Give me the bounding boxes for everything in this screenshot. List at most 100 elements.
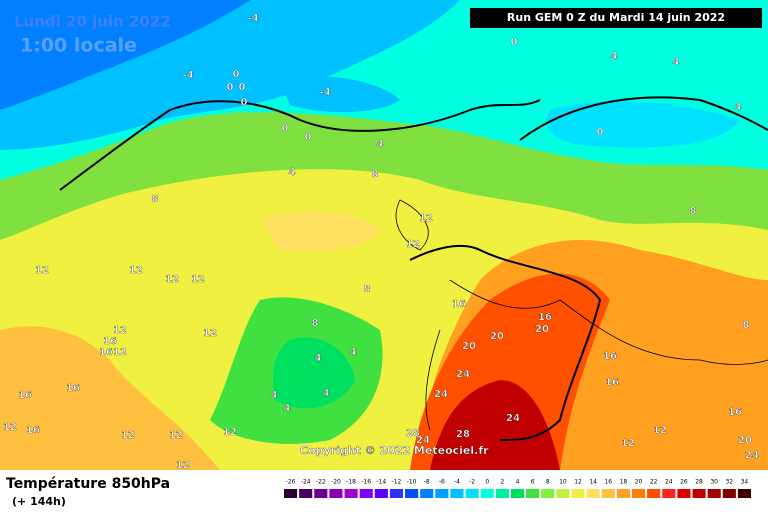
contour-label: -4 <box>247 13 258 24</box>
colorbar-swatch <box>435 489 449 498</box>
contour-label: 4 <box>271 390 278 401</box>
contour-label: 24 <box>506 413 520 424</box>
contour-label: 12 <box>419 213 433 224</box>
colorbar-label: 10 <box>559 479 567 486</box>
colorbar-swatch <box>737 489 751 498</box>
colorbar-swatch <box>692 489 706 498</box>
colorbar-swatch <box>374 489 388 498</box>
colorbar-swatch <box>450 489 464 498</box>
colorbar-swatch <box>329 489 343 498</box>
colorbar-label: -6 <box>439 479 445 486</box>
colorbar-swatch <box>647 489 661 498</box>
colorbar-label: -14 <box>376 479 386 486</box>
colorbar-label: -22 <box>316 479 326 486</box>
colorbar-label: -18 <box>346 479 356 486</box>
contour-label: 12 <box>3 422 17 433</box>
contour-label: 4 <box>284 403 291 414</box>
contour-label: 4 <box>611 51 618 62</box>
contour-label: 12 <box>191 274 205 285</box>
contour-label: 24 <box>434 389 448 400</box>
colorbar-label: 2 <box>500 479 504 486</box>
date-label: Lundi 20 juin 2022 <box>14 13 171 31</box>
colorbar-swatch <box>344 489 358 498</box>
contour-label: 12 <box>35 265 49 276</box>
contour-label: 12 <box>621 438 635 449</box>
colorbar-label: -26 <box>286 479 296 486</box>
colorbar-label: -24 <box>301 479 311 486</box>
contour-label: 24 <box>456 369 470 380</box>
contour-label: 12 <box>203 328 217 339</box>
colorbar-label: 22 <box>650 479 658 486</box>
run-box <box>470 8 762 28</box>
contour-label: 12 <box>165 274 179 285</box>
contour-label: 0 <box>305 132 312 143</box>
contour-label: 8 <box>690 206 697 217</box>
contour-label: 20 <box>462 341 476 352</box>
contour-label: 28 <box>406 428 420 439</box>
colorbar: -26 -24 -22 -20 -18 -16 -14 -12 -10 -8 -6 -4 -2 0 2 4 6 8… <box>284 479 751 498</box>
contour-label: 16 <box>452 299 466 310</box>
contour-label: 0 <box>597 127 604 138</box>
contour-label: 16 <box>603 351 617 362</box>
contour-label: 8 <box>364 284 371 295</box>
contour-label: 12 <box>223 427 237 438</box>
colorbar-swatch <box>359 489 373 498</box>
colorbar-label: 24 <box>665 479 673 486</box>
colorbar-swatch <box>389 489 404 498</box>
colorbar-swatch <box>586 489 600 498</box>
run-label: Run GEM 0 Z du Mardi 14 juin 2022 <box>507 11 725 24</box>
contour-label: 16 <box>26 425 40 436</box>
colorbar-label: 32 <box>725 479 733 486</box>
contour-label: 8 <box>312 318 319 329</box>
contour-label: 8 <box>372 169 379 180</box>
contour-label: 12 <box>653 425 667 436</box>
colorbar-label: 0 <box>485 479 489 486</box>
contour-label: 16 <box>99 347 113 358</box>
colorbar-swatch <box>601 489 615 498</box>
contour-label: 4 <box>735 102 742 113</box>
contour-label: 12 <box>406 239 420 250</box>
colorbar-label: -16 <box>361 479 371 486</box>
contour-label: 8 <box>152 194 159 205</box>
colorbar-label: 18 <box>620 479 628 486</box>
contour-label: 0 <box>511 37 518 48</box>
colorbar-label: -10 <box>407 479 417 486</box>
colorbar-swatch <box>556 489 570 498</box>
colorbar-swatch <box>314 489 328 498</box>
contour-label: 16 <box>538 312 552 323</box>
colorbar-swatch <box>677 489 691 498</box>
colorbar-swatch <box>465 489 479 498</box>
colorbar-label: -2 <box>469 479 475 486</box>
contour-label: 20 <box>738 435 752 446</box>
contour-label: 12 <box>129 265 143 276</box>
contour-label: 4 <box>673 57 680 68</box>
contour-label: -4 <box>182 70 193 81</box>
colorbar-label: 28 <box>695 479 703 486</box>
colorbar-label: 8 <box>546 479 550 486</box>
contour-label: 0 <box>233 69 240 80</box>
colorbar-label: 20 <box>635 479 643 486</box>
contour-label: 16 <box>103 336 117 347</box>
colorbar-swatch <box>495 489 509 498</box>
colorbar-label: 12 <box>574 479 582 486</box>
contour-label: 20 <box>535 324 549 335</box>
contour-label: 12 <box>169 430 183 441</box>
map <box>0 0 768 470</box>
colorbar-label: 14 <box>589 479 597 486</box>
contour-label: 28 <box>456 429 470 440</box>
colorbar-swatch <box>420 489 434 498</box>
colorbar-swatch <box>284 489 298 498</box>
contour-label: 16 <box>66 383 80 394</box>
colorbar-swatch <box>510 489 525 498</box>
colorbar-label: 16 <box>604 479 612 486</box>
contour-label: 0 <box>282 123 289 134</box>
contour-label: 4 <box>315 353 322 364</box>
contour-label: 16 <box>728 407 742 418</box>
contour-label: 20 <box>490 331 504 342</box>
colorbar-label: -8 <box>424 479 430 486</box>
contour-label: 24 <box>745 450 759 461</box>
colorbar-swatch <box>722 489 736 498</box>
contour-label: 24 <box>416 435 430 446</box>
